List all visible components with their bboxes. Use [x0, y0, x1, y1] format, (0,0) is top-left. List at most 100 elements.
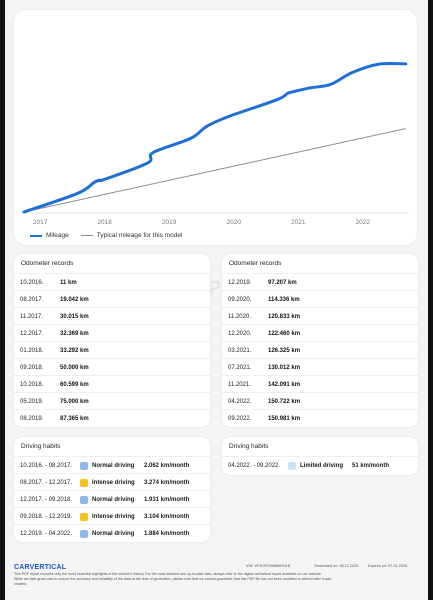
record-mileage: 150.981 km — [268, 415, 301, 422]
legend-label-typical: Typical mileage for this model — [96, 232, 183, 239]
habit-rate: 1.884 km/month — [144, 530, 190, 537]
record-date: 01.2018. — [20, 347, 44, 354]
odometer-records-left: Odometer records 10.2016. 11 km 08.2017. 19… — [14, 254, 210, 427]
table-row: 05.2019. 75.000 km — [14, 392, 210, 410]
footer-generated: Generated on: 08.12.2025. — [314, 564, 360, 568]
habit-rate: 2.062 km/month — [144, 462, 190, 469]
record-date: 05.2019. — [20, 398, 44, 405]
record-date: 11.2017. — [20, 313, 43, 320]
record-date: 10.2018. — [20, 381, 44, 388]
legend-item-typical: Typical mileage for this model — [80, 232, 183, 239]
record-mileage: 87.365 km — [60, 415, 89, 422]
legend-swatch-typical — [80, 235, 93, 236]
habit-period: 10.2016. - 08.2017. — [20, 462, 73, 469]
series-line-mileage — [22, 61, 408, 214]
series-line-typical — [23, 128, 406, 213]
habit-period: 12.2019. - 04.2022. — [20, 530, 73, 537]
driving-habits-left: Driving habits 10.2016. - 08.2017. Normal… — [14, 437, 210, 542]
x-tick-label: 2018 — [97, 219, 112, 226]
odometer-records-right: Odometer records 12.2019. 97.207 km 09.202… — [222, 254, 418, 427]
table-row: 11.2020. 120.833 km — [222, 307, 418, 325]
table-row: 09.2020. 114.336 km — [222, 290, 418, 308]
table-row: 12.2017. - 09.2018. Normal driving 1.931 k… — [14, 490, 210, 508]
record-mileage: 126.325 km — [268, 347, 301, 354]
habits-title-right: Driving habits — [229, 443, 269, 450]
habit-period: 08.2017. - 12.2017. — [20, 479, 73, 486]
table-row: 08.2017. - 12.2017. Intense driving 3.274 … — [14, 473, 210, 491]
driving-habits-right: Driving habits 04.2022. - 09.2022. Limite… — [222, 437, 418, 475]
mileage-chart: 2017 2018 2019 2020 2021 2022 — [22, 61, 409, 226]
habit-color-square — [80, 529, 88, 538]
habit-label: Normal driving — [92, 496, 135, 503]
record-mileage: 122.460 km — [268, 330, 301, 337]
x-tick-label: 2020 — [226, 219, 241, 226]
record-date: 09.2020. — [228, 296, 252, 303]
record-date: 04.2022. — [228, 398, 252, 405]
odometer-title-left: Odometer records — [21, 260, 74, 267]
table-row: 08.2019. 87.365 km — [14, 409, 210, 427]
table-row: 04.2022. - 09.2022. Limited driving 51 km/… — [222, 456, 418, 474]
footer-disclaimer-3: created. — [14, 582, 27, 586]
habit-label: Normal driving — [92, 462, 135, 469]
left-frame-edge — [0, 0, 5, 600]
x-tick-label: 2021 — [291, 219, 306, 226]
record-date: 12.2017. — [20, 330, 44, 337]
habit-color-square — [80, 495, 88, 504]
table-row: 12.2017. 32.369 km — [14, 324, 210, 342]
x-tick-label: 2022 — [356, 219, 371, 226]
record-mileage: 150.722 km — [268, 398, 301, 405]
record-mileage: 50.000 km — [60, 364, 89, 371]
habit-label: Normal driving — [92, 530, 135, 537]
habit-color-square — [80, 512, 88, 521]
record-mileage: 33.292 km — [60, 347, 89, 354]
record-date: 08.2019. — [20, 415, 44, 422]
record-mileage: 30.015 km — [60, 313, 89, 320]
footer-expires: Expires on: 07.01.2026. — [368, 564, 409, 568]
record-date: 10.2016. — [20, 279, 44, 286]
record-mileage: 60.599 km — [60, 381, 89, 388]
chart-legend: Mileage Typical mileage for this model — [30, 232, 194, 239]
table-row: 10.2018. 60.599 km — [14, 375, 210, 393]
legend-label-mileage: Mileage — [46, 232, 69, 239]
record-date: 09.2018. — [20, 364, 44, 371]
habit-period: 12.2017. - 09.2018. — [20, 496, 73, 503]
habit-rate: 1.931 km/month — [144, 496, 190, 503]
table-row: 10.2016. - 08.2017. Normal driving 2.062 k… — [14, 456, 210, 474]
record-date: 03.2021. — [228, 347, 252, 354]
habit-period: 04.2022. - 09.2022. — [228, 462, 281, 469]
footer-disclaimer-2: While we take great care to ensure the a… — [14, 577, 332, 581]
table-row: 09.2022. 150.981 km — [222, 409, 418, 427]
legend-swatch-mileage — [30, 234, 42, 237]
record-date: 07.2021. — [228, 364, 252, 371]
table-row: 04.2022. 150.722 km — [222, 392, 418, 410]
habit-label: Intense driving — [92, 479, 135, 486]
habit-color-square — [80, 478, 88, 487]
record-mileage: 32.369 km — [60, 330, 89, 337]
habit-color-square — [80, 461, 88, 470]
table-row: 09.2018. - 12.2019. Intense driving 3.104 … — [14, 507, 210, 525]
habit-color-square — [288, 461, 296, 470]
footer-disclaimer-1: This PDF report includes only the most e… — [14, 572, 322, 576]
table-row: 12.2019. 97.207 km — [222, 273, 418, 291]
record-date: 08.2017. — [20, 296, 44, 303]
table-row: 03.2021. 126.325 km — [222, 341, 418, 359]
record-mileage: 75.000 km — [60, 398, 89, 405]
x-tick-label: 2019 — [162, 219, 177, 226]
habit-period: 09.2018. - 12.2019. — [20, 513, 73, 520]
record-mileage: 97.207 km — [268, 279, 297, 286]
record-date: 11.2020. — [228, 313, 251, 320]
record-mileage: 142.091 km — [268, 381, 301, 388]
footer-vin: VIN: VF1KFE0056669418 — [246, 564, 290, 568]
table-row: 11.2021. 142.091 km — [222, 375, 418, 393]
table-row: 12.2019. - 04.2022. Normal driving 1.884 k… — [14, 524, 210, 542]
record-date: 12.2020. — [228, 330, 252, 337]
table-row: 12.2020. 122.460 km — [222, 324, 418, 342]
habits-title-left: Driving habits — [21, 443, 61, 450]
right-frame-edge — [428, 0, 433, 600]
mileage-chart-card: 2017 2018 2019 2020 2021 2022 Mileage Typical… — [14, 10, 417, 245]
habit-label: Limited driving — [300, 462, 344, 469]
legend-item-mileage: Mileage — [30, 232, 69, 239]
carvertical-logo: CARVERTICAL — [14, 564, 67, 571]
habit-rate: 3.104 km/month — [144, 513, 190, 520]
record-mileage: 11 km — [60, 279, 77, 286]
